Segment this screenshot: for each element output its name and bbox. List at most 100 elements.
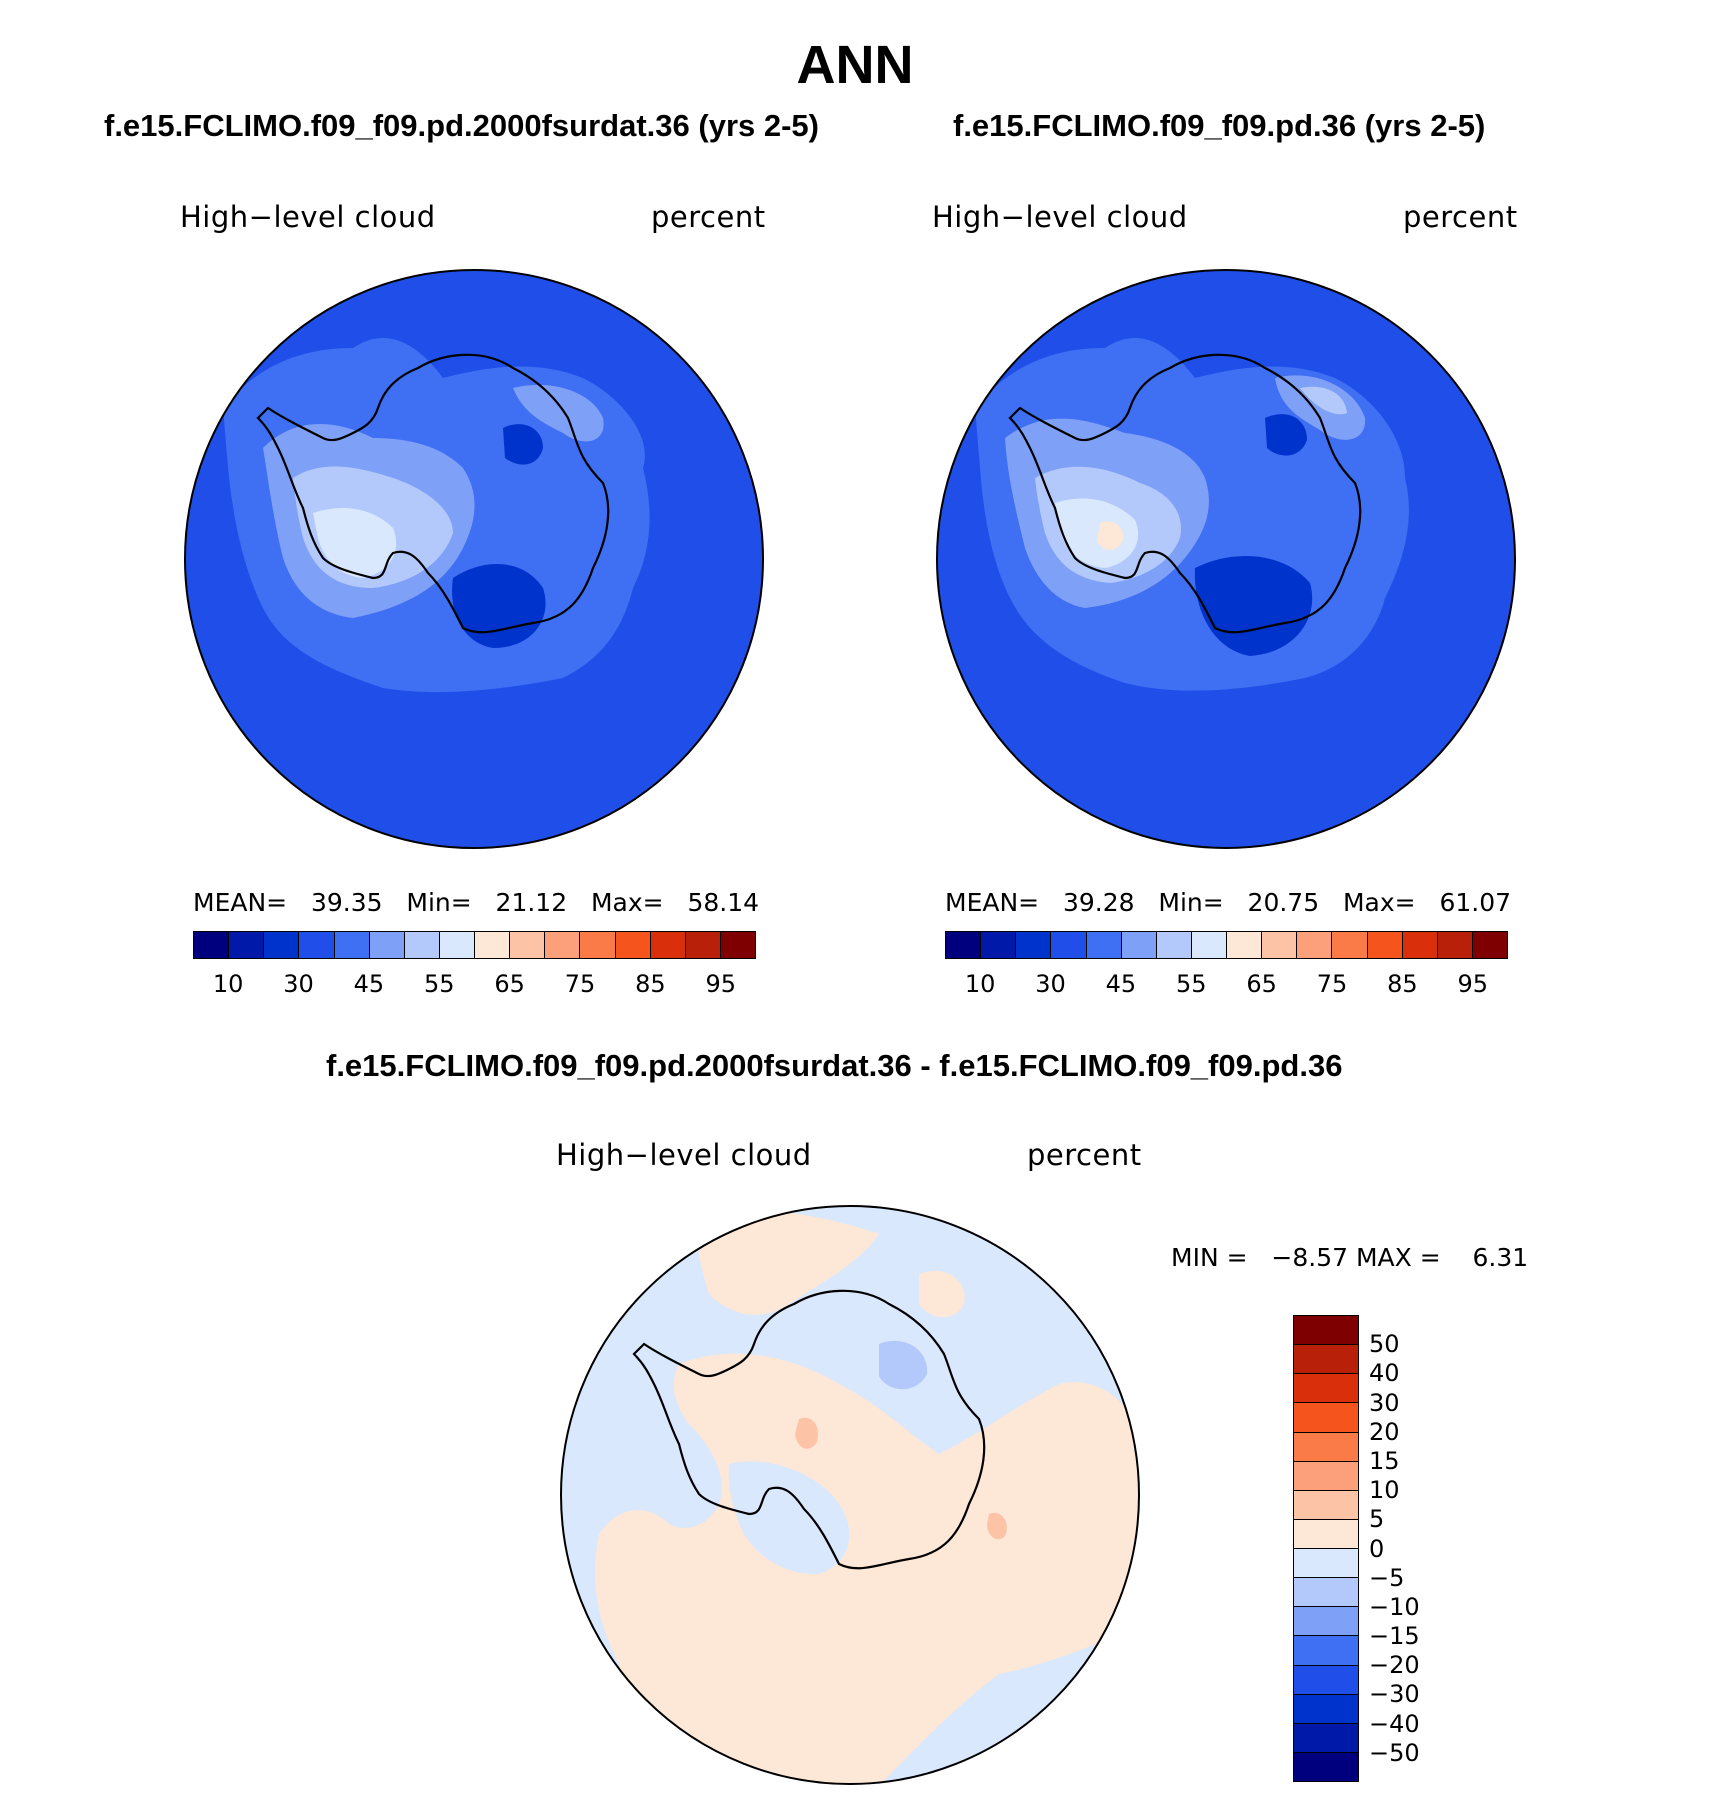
colorbar-swatch <box>1156 932 1192 958</box>
map-fill-cool-inner <box>728 1461 850 1575</box>
panel1-case-title: f.e15.FCLIMO.f09_f09.pd.2000fsurdat.36 (… <box>104 108 819 143</box>
colorbar-tick-label: −15 <box>1369 1622 1420 1651</box>
colorbar-swatch <box>1016 932 1052 958</box>
colorbar-swatch <box>1294 1578 1358 1608</box>
colorbar-swatch <box>1294 1607 1358 1637</box>
colorbar-swatch <box>369 932 405 958</box>
colorbar-tick-label: −40 <box>1369 1709 1420 1738</box>
diff-variable-label: High−level cloud <box>556 1138 812 1172</box>
colorbar-tick-label: 0 <box>1369 1534 1385 1563</box>
colorbar-swatch <box>615 932 651 958</box>
diff-max-label: MAX = <box>1355 1243 1441 1272</box>
map-fill-warm-patch-1 <box>795 1417 818 1449</box>
colorbar-swatch <box>946 932 982 958</box>
colorbar-tick-label: 95 <box>705 970 737 998</box>
map-coastline <box>256 353 610 634</box>
map-fill-lighter-east <box>1300 386 1347 415</box>
panel1-colorbar-labels: 10 30 45 55 65 75 85 95 <box>193 970 756 1000</box>
colorbar-tick-label: −5 <box>1369 1563 1405 1592</box>
colorbar-swatch <box>685 932 721 958</box>
colorbar-swatch <box>650 932 686 958</box>
colorbar-swatch <box>1294 1752 1358 1781</box>
diff-case-title: f.e15.FCLIMO.f09_f09.pd.2000fsurdat.36 -… <box>326 1048 1343 1083</box>
map-fill-warm-patch-2 <box>987 1512 1007 1540</box>
colorbar-tick-label: 10 <box>1369 1476 1400 1505</box>
map-fill-dark <box>452 564 546 648</box>
panel2-mean-value: 39.28 <box>1062 888 1135 917</box>
diff-units-label: percent <box>1027 1138 1142 1172</box>
colorbar-swatch <box>1472 932 1507 958</box>
colorbar-swatch <box>1051 932 1087 958</box>
colorbar-swatch <box>1294 1665 1358 1695</box>
colorbar-tick-label: 50 <box>1369 1330 1400 1359</box>
panel1-map <box>184 269 764 849</box>
diff-colorbar <box>1293 1315 1359 1782</box>
colorbar-tick-label: 95 <box>1457 970 1489 998</box>
map-boundary <box>936 269 1516 849</box>
diff-min-label: MIN = <box>1171 1243 1248 1272</box>
panel2-mean-label: MEAN= <box>945 888 1040 917</box>
colorbar-swatch <box>1332 932 1368 958</box>
panel2-stats: MEAN= 39.28 Min= 20.75 Max= 61.07 <box>945 888 1511 917</box>
colorbar-swatch <box>1294 1345 1358 1375</box>
colorbar-tick-label: −10 <box>1369 1592 1420 1621</box>
colorbar-tick-label: 65 <box>494 970 525 998</box>
map-fill-warm-2 <box>595 1353 1139 1784</box>
panel1-mean-label: MEAN= <box>193 888 288 917</box>
diff-min-value: −8.57 <box>1271 1243 1349 1272</box>
diff-stats: MIN = −8.57 MAX = 6.31 <box>1171 1243 1528 1272</box>
colorbar-tick-label: −20 <box>1369 1651 1420 1680</box>
colorbar-tick-label: −30 <box>1369 1680 1420 1709</box>
map-coastline <box>632 1289 986 1570</box>
colorbar-tick-label: 85 <box>635 970 666 998</box>
colorbar-swatch <box>1294 1316 1358 1346</box>
panel2-units-label: percent <box>1403 200 1518 234</box>
colorbar-swatch <box>1294 1636 1358 1666</box>
colorbar-swatch <box>1086 932 1122 958</box>
colorbar-swatch <box>720 932 755 958</box>
colorbar-swatch <box>1367 932 1403 958</box>
colorbar-swatch <box>1262 932 1298 958</box>
colorbar-tick-label: 55 <box>424 970 455 998</box>
colorbar-tick-label: 15 <box>1369 1446 1400 1475</box>
colorbar-swatch <box>299 932 335 958</box>
colorbar-swatch <box>981 932 1017 958</box>
diff-max-value: 6.31 <box>1472 1243 1529 1272</box>
figure-title: ANN <box>796 35 914 95</box>
map-boundary <box>560 1205 1140 1785</box>
colorbar-swatch <box>545 932 581 958</box>
colorbar-tick-label: 85 <box>1387 970 1418 998</box>
colorbar-swatch <box>1294 1374 1358 1404</box>
colorbar-tick-label: 30 <box>1369 1388 1400 1417</box>
colorbar-swatch <box>229 932 265 958</box>
colorbar-tick-label: −50 <box>1369 1738 1420 1767</box>
colorbar-tick-label: 45 <box>1105 970 1137 998</box>
colorbar-swatch <box>404 932 440 958</box>
colorbar-swatch <box>1121 932 1157 958</box>
map-fill-warm-3 <box>919 1270 965 1318</box>
colorbar-swatch <box>1227 932 1263 958</box>
colorbar-tick-label: 30 <box>283 970 314 998</box>
map-fill-dark-2 <box>503 424 543 465</box>
colorbar-swatch <box>1294 1549 1358 1579</box>
panel1-variable-label: High−level cloud <box>180 200 436 234</box>
colorbar-swatch <box>1294 1403 1358 1433</box>
panel2-max-label: Max= <box>1342 888 1416 917</box>
map-fill-dark-2 <box>1265 414 1307 456</box>
panel2-variable-label: High−level cloud <box>932 200 1188 234</box>
colorbar-swatch <box>1437 932 1473 958</box>
colorbar-tick-label: 75 <box>1316 970 1348 998</box>
colorbar-tick-label: 10 <box>964 970 996 998</box>
panel2-colorbar-labels: 10 30 45 55 65 75 85 95 <box>945 970 1508 1000</box>
colorbar-tick-label: 45 <box>353 970 385 998</box>
panel1-mean-value: 39.35 <box>310 888 383 917</box>
colorbar-swatch <box>194 932 230 958</box>
map-fill-lightest <box>1055 498 1139 568</box>
colorbar-tick-label: 55 <box>1176 970 1207 998</box>
map-fill-warm <box>1097 521 1124 550</box>
panel1-min-value: 21.12 <box>495 888 568 917</box>
colorbar-swatch <box>1294 1723 1358 1753</box>
colorbar-swatch <box>580 932 616 958</box>
panel1-colorbar <box>193 931 756 959</box>
colorbar-swatch <box>1191 932 1227 958</box>
